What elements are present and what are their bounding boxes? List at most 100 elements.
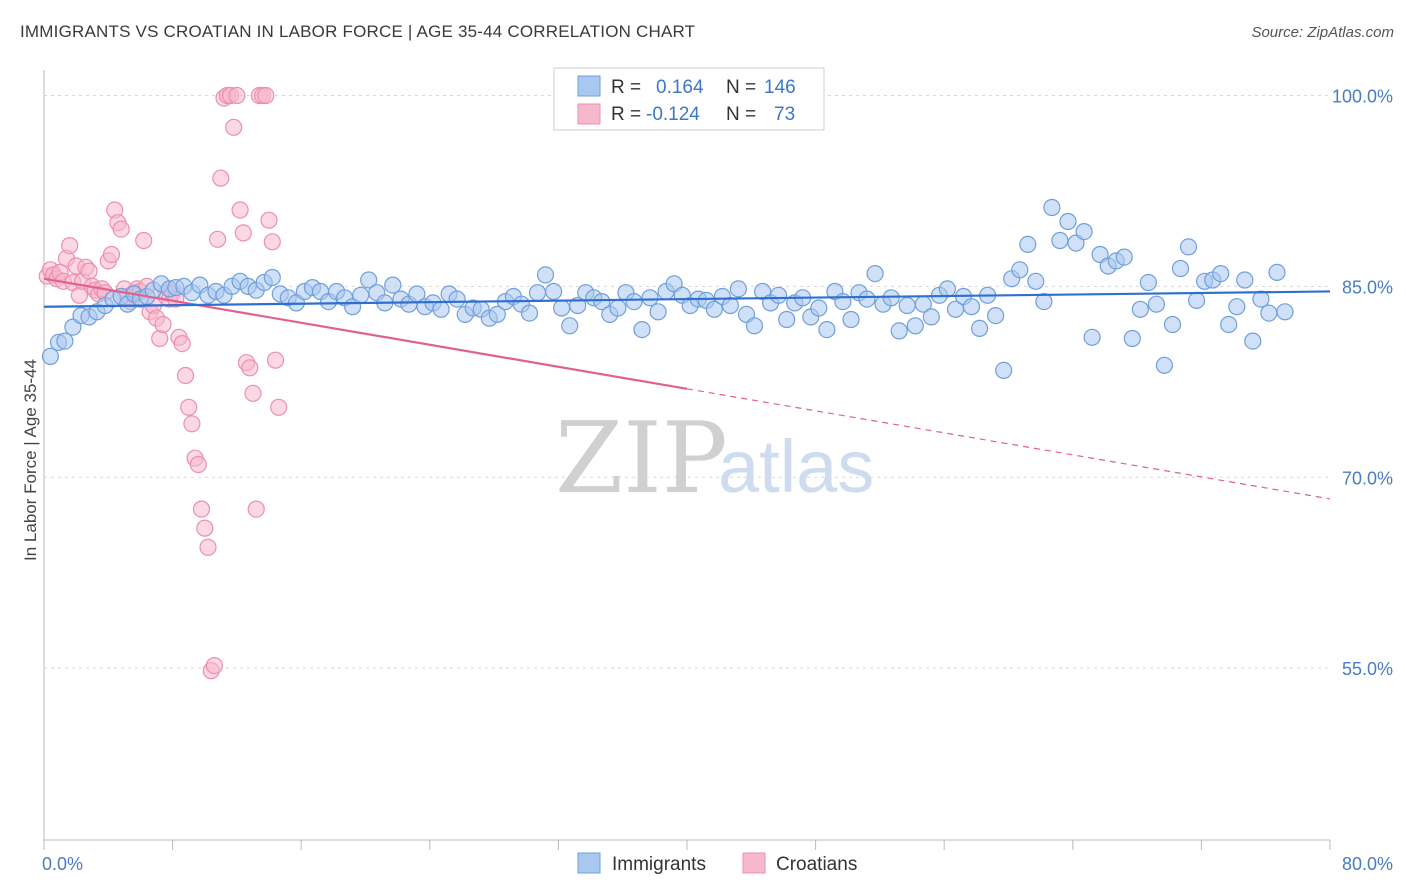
immigrants-point-98 [818, 321, 836, 339]
bottom-legend: Immigrants Croatians [577, 852, 857, 875]
bottom-legend-croatians: Croatians [776, 854, 857, 875]
immigrants-point-144 [1187, 291, 1206, 309]
immigrants-point-149 [1228, 298, 1246, 316]
croatians-point-7 [61, 237, 79, 255]
immigrants-point-130 [1075, 223, 1093, 241]
y-tick-label-2: 70.0% [1342, 468, 1393, 488]
bottom-legend-swatch-croatians [742, 852, 766, 874]
trend-lines [43, 277, 1331, 500]
watermark-atlas: atlas [718, 425, 874, 508]
immigrants-points [41, 198, 1294, 379]
croatians-point-63 [241, 359, 259, 377]
x-tick-label-1: 80.0% [1342, 854, 1393, 874]
legend-n-value-2: 73 [774, 104, 795, 125]
immigrants-point-137 [1131, 300, 1149, 318]
immigrants-point-84 [705, 300, 723, 318]
legend-r-label-1: R = [611, 77, 641, 98]
axes [43, 70, 1331, 850]
immigrants-point-126 [1043, 198, 1061, 217]
immigrants-point-154 [1268, 263, 1286, 281]
bottom-legend-swatch-immigrants [577, 852, 601, 874]
immigrants-point-128 [1059, 212, 1077, 231]
immigrants-point-63 [536, 266, 555, 284]
source-credit: Source: ZipAtlas.com [1251, 24, 1394, 41]
immigrants-point-107 [890, 322, 908, 340]
immigrants-point-139 [1147, 295, 1166, 313]
croatians-point-45 [183, 415, 201, 433]
croatians-point-72 [270, 398, 288, 416]
legend-swatch-immigrants [577, 75, 601, 97]
y-tick-label-0: 100.0% [1332, 86, 1393, 106]
croatians-point-52 [205, 656, 223, 675]
immigrants-point-143 [1179, 238, 1198, 256]
immigrants-point-100 [834, 293, 852, 311]
immigrants-point-57 [488, 305, 506, 323]
immigrants-point-122 [1011, 261, 1029, 279]
croatians-point-61 [234, 224, 252, 242]
immigrants-point-125 [1035, 293, 1053, 311]
croatians-point-68 [257, 86, 275, 105]
gridlines [44, 94, 1330, 669]
x-tick-label-0: 0.0% [42, 854, 83, 874]
immigrants-point-52 [448, 290, 466, 308]
immigrants-point-142 [1171, 259, 1190, 278]
immigrants-point-119 [986, 307, 1005, 325]
immigrants-point-101 [842, 310, 860, 329]
legend-r-value-1: 0.164 [656, 77, 704, 98]
croatians-point-48 [192, 500, 211, 518]
croatians-point-59 [228, 86, 246, 105]
croatians-point-49 [196, 519, 214, 537]
legend-r-value-2: -0.124 [646, 104, 700, 125]
immigrants-point-127 [1051, 231, 1069, 250]
immigrants-point-141 [1163, 315, 1182, 334]
croatians-trend-solid [43, 277, 688, 390]
croatians-point-54 [212, 169, 230, 187]
immigrants-point-136 [1123, 329, 1141, 348]
bottom-legend-immigrants: Immigrants [612, 854, 706, 875]
immigrants-point-103 [858, 290, 876, 308]
croatians-point-20 [102, 245, 121, 264]
immigrants-point-87 [729, 280, 748, 298]
immigrants-point-120 [995, 361, 1013, 379]
immigrants-point-150 [1236, 271, 1254, 289]
legend-swatch-croatians [577, 103, 601, 125]
croatians-trend-dashed [686, 388, 1331, 500]
y-axis-label: In Labor Force | Age 35-44 [21, 359, 40, 561]
croatians-points [38, 86, 288, 680]
immigrants-point-151 [1244, 332, 1262, 350]
immigrants-point-64 [544, 282, 563, 301]
immigrants-point-109 [906, 317, 924, 335]
legend-n-value-1: 146 [764, 77, 796, 98]
immigrants-point-123 [1019, 235, 1037, 253]
immigrants-point-0 [41, 347, 60, 365]
croatians-point-13 [80, 262, 98, 280]
croatians-point-42 [173, 335, 191, 353]
immigrants-point-155 [1276, 303, 1294, 321]
immigrants-point-135 [1115, 248, 1133, 266]
immigrants-point-138 [1139, 273, 1158, 292]
chart-title: IMMIGRANTS VS CROATIAN IN LABOR FORCE | … [20, 22, 696, 41]
immigrants-point-29 [263, 268, 281, 287]
immigrants-point-74 [625, 293, 643, 311]
y-tick-label-3: 55.0% [1342, 659, 1393, 679]
immigrants-point-66 [561, 317, 579, 335]
legend-n-label-2: N = [726, 104, 756, 125]
immigrants-point-62 [528, 284, 547, 302]
immigrants-point-77 [649, 303, 667, 321]
croatians-point-65 [247, 500, 265, 518]
immigrants-point-40 [352, 286, 370, 304]
immigrants-point-131 [1083, 328, 1101, 346]
immigrants-point-111 [922, 308, 940, 326]
legend-box: R = 0.164 N = 146 R = -0.124 N = 73 [553, 67, 825, 131]
immigrants-point-2 [56, 332, 74, 350]
immigrants-point-72 [609, 299, 627, 317]
immigrants-point-117 [970, 319, 989, 337]
croatians-point-53 [209, 230, 227, 248]
immigrants-point-104 [866, 265, 884, 283]
croatians-point-47 [189, 455, 207, 474]
immigrants-point-65 [552, 299, 571, 317]
y-tick-label-1: 85.0% [1342, 277, 1393, 297]
croatians-point-58 [225, 118, 243, 136]
immigrants-point-44 [384, 276, 402, 294]
